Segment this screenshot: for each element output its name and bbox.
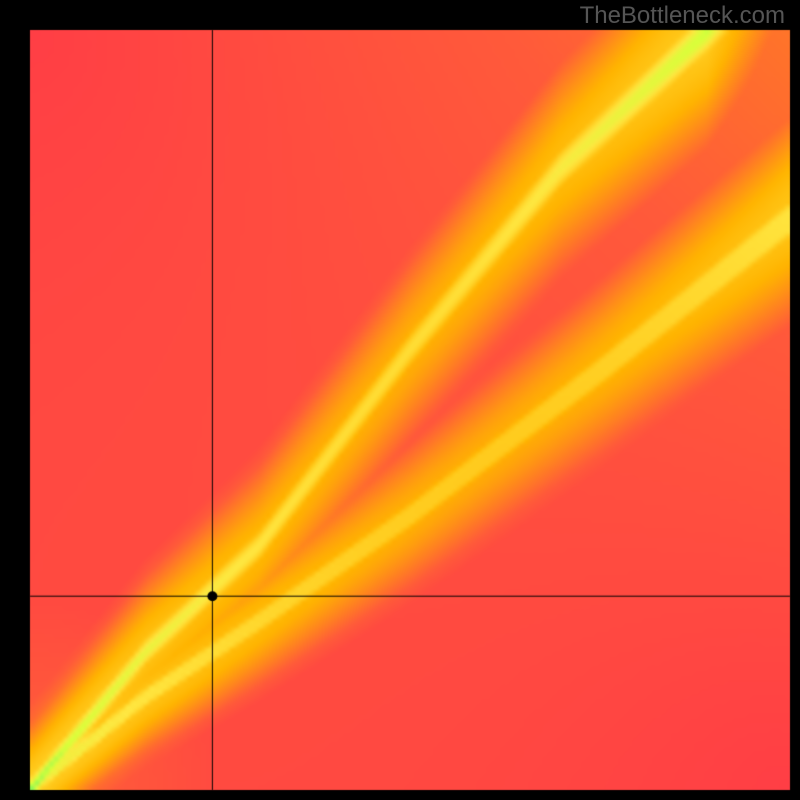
chart-container: TheBottleneck.com (0, 0, 800, 800)
watermark-label: TheBottleneck.com (580, 2, 785, 30)
overlay-canvas (0, 0, 800, 800)
